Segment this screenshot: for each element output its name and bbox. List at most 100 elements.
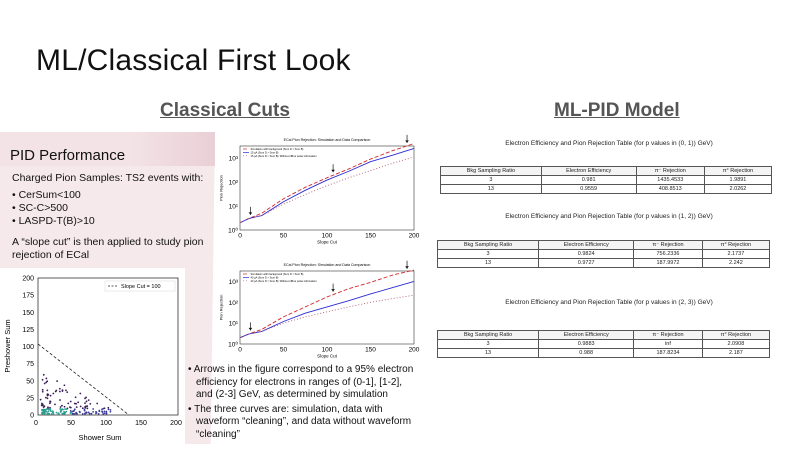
scatter-point [55, 411, 58, 414]
scatter-point [95, 411, 98, 414]
scatter-point [92, 410, 95, 413]
table-header-cell: π⁻ Rejection [633, 330, 703, 340]
scatter-point [103, 407, 106, 410]
efficiency-arrow-head [331, 289, 335, 292]
scatter-point [39, 398, 42, 401]
table-cell: 3 [436, 249, 540, 259]
scatter-plot: 0 25 50 75 100 125 150 175 200 0 50 100 150 200 Slop… [0, 268, 185, 448]
table-cell: 3 [436, 339, 540, 349]
chart-title: ECal Pion Rejection: Simulation and Data… [284, 138, 371, 142]
ml-pid-heading: ML-PID Model [554, 100, 680, 121]
chart-x-tick: 50 [280, 233, 288, 240]
table-cell: 187.8234 [633, 348, 703, 358]
efficiency-arrow-head [405, 140, 409, 143]
table-cell: 1.9891 [703, 175, 773, 185]
table-cell: 13 [440, 184, 542, 194]
scatter-point [102, 413, 105, 415]
scatter-point [74, 396, 77, 399]
scatter-y-tick: 0 [30, 413, 34, 420]
scatter-point [57, 412, 60, 415]
scatter-x-tick: 0 [34, 420, 38, 427]
table-cell: 2.242 [701, 258, 771, 268]
scatter-point [73, 402, 76, 405]
table-row: 3 0.981 1435.4533 1.9891 [440, 175, 773, 185]
scatter-point [60, 409, 62, 411]
scatter-point [65, 389, 67, 392]
scatter-point [109, 410, 112, 413]
table-header-cell: Electron Efficiency [540, 166, 637, 176]
scatter-point [47, 410, 50, 413]
scatter-x-tick: 150 [135, 420, 147, 427]
scatter-y-tick: 175 [22, 293, 34, 300]
chart-series-line [239, 280, 415, 339]
scatter-point [81, 407, 84, 410]
table-cell: 408.8513 [635, 184, 705, 194]
scatter-frame [37, 277, 179, 416]
scatter-point [41, 390, 44, 393]
scatter-point [44, 412, 46, 415]
table-header-cell: π° Rejection [701, 240, 771, 250]
table-cell: 13 [436, 258, 540, 268]
scatter-point [49, 408, 52, 410]
scatter-point [40, 404, 43, 407]
scatter-point [40, 412, 43, 414]
scatter-point [47, 408, 50, 411]
scatter-point [58, 387, 61, 390]
scatter-x-tick: 50 [67, 420, 75, 427]
scatter-x-label: Shower Sum [79, 433, 122, 442]
chart-series-line [239, 148, 415, 224]
scatter-point [83, 409, 86, 412]
scatter-point [44, 411, 46, 413]
note-item: Arrows in the figure correspond to a 95%… [188, 364, 420, 402]
scatter-point [101, 408, 103, 411]
chart-frame [239, 145, 415, 231]
chart-y-tick: 10² [229, 180, 239, 187]
table-row: 13 0.9559 408.8513 2.0262 [440, 184, 773, 194]
scatter-point [59, 399, 61, 401]
scatter-point [59, 406, 62, 408]
scatter-point [70, 411, 73, 414]
chart-x-tick: 0 [238, 233, 242, 240]
scatter-point [64, 408, 66, 410]
scatter-point [96, 402, 99, 405]
table-header-row: Bkg Sampling Ratio Electron Efficiency π⁻ … [436, 240, 771, 250]
scatter-point [61, 404, 63, 407]
scatter-point [46, 380, 49, 383]
chart-x-tick: 150 [365, 347, 376, 354]
chart-x-tick: 200 [409, 347, 420, 354]
table-cell: 0.981 [540, 175, 637, 185]
chart-frame [239, 270, 415, 345]
table-header-cell: Bkg Sampling Ratio [440, 166, 542, 176]
table-header-row: Bkg Sampling Ratio Electron Efficiency π⁻ … [440, 166, 773, 176]
chart-legend-label: Simulation with background (Sum D > Sum … [251, 147, 304, 151]
chart-x-label: Slope Cut [317, 240, 338, 245]
scatter-point [105, 410, 108, 413]
scatter-point [46, 412, 49, 415]
scatter-point [42, 406, 45, 409]
chart-legend-label: 15 µA (Sum D > Sum B) [251, 150, 279, 154]
chart-legend-label: 15 µA (Sum D > Sum B): Without offline p… [251, 154, 318, 158]
scatter-point [46, 393, 49, 396]
table-cell: 0.9559 [540, 184, 637, 194]
chart-y-tick: 10⁰ [228, 341, 238, 349]
chart-legend-label: Simulation with background (Sum D > Sum … [251, 272, 304, 276]
pion-rejection-chart-bottom: ECal Pion Rejection: Simulation and Data… [218, 259, 422, 359]
scatter-point [42, 411, 45, 413]
scatter-point [105, 412, 108, 415]
table-header-cell: π° Rejection [701, 330, 771, 340]
scatter-point [79, 411, 81, 414]
table-cell: 187.9972 [633, 258, 703, 268]
table-cell: 2.187 [701, 348, 771, 358]
table-cell: 0.9883 [538, 339, 635, 349]
classical-notes: Arrows in the figure correspond to a 95%… [188, 364, 420, 443]
table-caption: Electron Efficiency and Pion Rejection T… [505, 213, 713, 220]
chart-y-tick: 10³ [229, 279, 239, 286]
scatter-y-tick: 100 [22, 344, 34, 351]
chart-x-label: Slope Cut [317, 354, 338, 359]
scatter-point [85, 396, 87, 399]
table-cell: 0.9824 [538, 249, 635, 259]
scatter-point [63, 405, 66, 408]
pid-panel-header-band [0, 132, 215, 166]
scatter-point [49, 394, 52, 397]
table-cell: 1435.4533 [635, 175, 705, 185]
